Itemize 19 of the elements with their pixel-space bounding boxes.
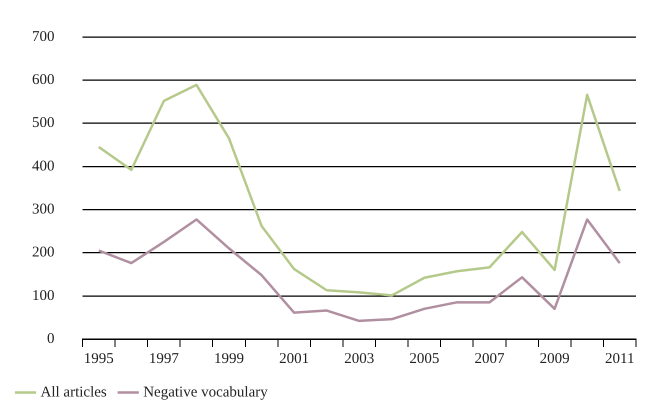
x-tick-label: 1997 [148,350,180,367]
x-tick-label: 1995 [84,350,114,367]
y-tick-label: 600 [32,72,54,88]
y-tick-label: 200 [32,244,54,261]
y-tick-label: 500 [32,115,54,132]
y-tick-label: 400 [32,158,54,174]
legend-label: All articles [40,384,107,400]
y-tick-label: 700 [32,28,54,45]
x-tick-label: 2011 [604,350,634,367]
x-tick-label: 1999 [214,350,244,367]
x-tick-label: 2009 [540,350,570,367]
x-tick-label: 2005 [409,350,440,367]
x-tick-label: 2003 [344,350,374,367]
y-tick-label: 0 [47,330,54,347]
y-tick-label: 100 [32,288,54,304]
x-tick-label: 2007 [474,350,505,367]
x-tick-label: 2001 [279,350,310,367]
y-tick-label: 300 [32,202,54,218]
legend-label: Negative vocabulary [143,384,268,400]
